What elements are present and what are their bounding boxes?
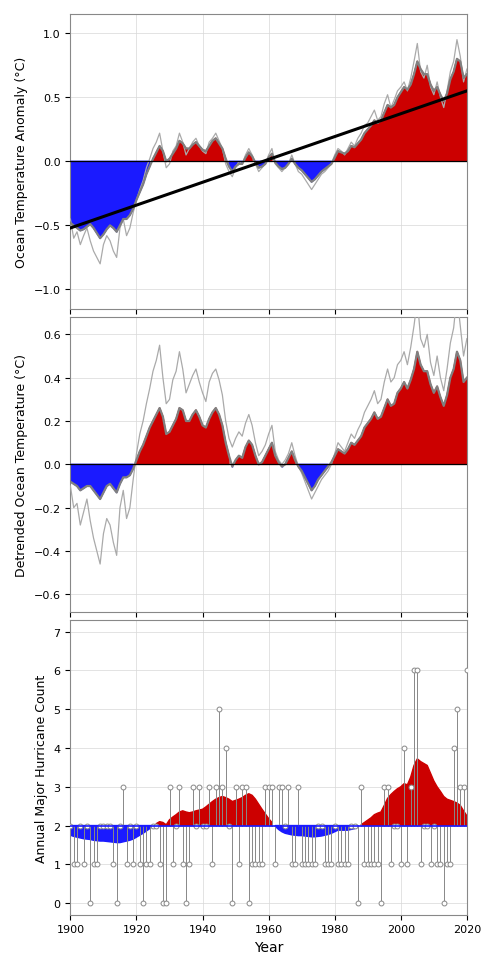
X-axis label: Year: Year [254,940,283,954]
Y-axis label: Annual Major Hurricane Count: Annual Major Hurricane Count [35,673,48,861]
Y-axis label: Detrended Ocean Temperature (°C): Detrended Ocean Temperature (°C) [15,354,28,577]
Y-axis label: Ocean Temperature Anomaly (°C): Ocean Temperature Anomaly (°C) [15,56,28,267]
